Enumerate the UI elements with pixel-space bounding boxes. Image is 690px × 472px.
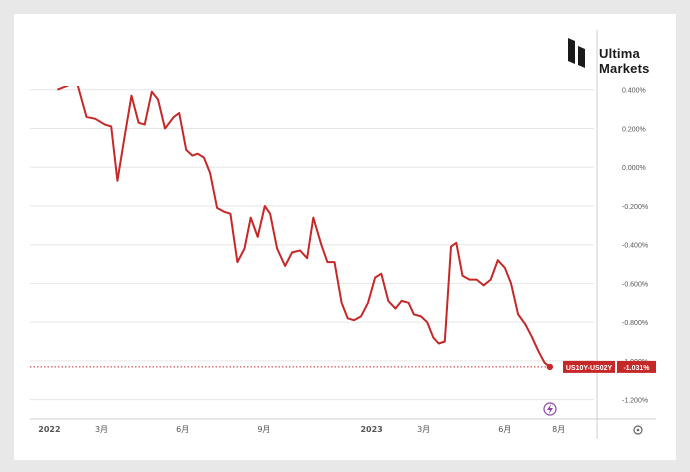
x-tick-label: 6月 <box>498 425 511 434</box>
ultima-markets-logo-icon <box>568 38 585 68</box>
last-value-tag: -1.031% <box>623 365 650 372</box>
y-tick-label: 0.000% <box>622 165 646 172</box>
series-line-us10y-us02y <box>57 86 551 368</box>
x-tick-label: 8月 <box>552 425 565 434</box>
brand-logo: Ultima Markets <box>566 24 676 76</box>
series-name-tag: US10Y-US02Y <box>566 365 613 372</box>
brand-name-line2: Markets <box>599 61 650 76</box>
y-tick-label: 0.400% <box>622 88 646 95</box>
brand-name-line1: Ultima <box>599 46 640 61</box>
lightning-bolt-icon <box>547 404 553 414</box>
y-tick-label: -0.800% <box>622 320 648 327</box>
x-tick-label: 2022 <box>38 425 60 434</box>
settings-gear-center <box>636 428 640 432</box>
x-tick-label: 3月 <box>95 425 108 434</box>
series-name-tag-bg <box>563 360 615 373</box>
y-tick-label: 0.200% <box>622 126 646 133</box>
settings-gear-icon <box>633 425 643 435</box>
chart-frame: Ultima Markets <box>14 14 676 460</box>
y-tick-label: -0.600% <box>622 281 648 288</box>
y-tick-label: -1.200% <box>622 398 648 405</box>
x-tick-label: 3月 <box>417 425 430 434</box>
y-tick-label: -0.400% <box>622 243 648 250</box>
x-tick-label: 6月 <box>176 425 189 434</box>
last-value-marker <box>546 363 554 371</box>
x-tick-label: 9月 <box>257 425 270 434</box>
last-value-tag-bg <box>617 360 656 373</box>
y-tick-label: -0.200% <box>622 204 648 211</box>
x-tick-label: 2023 <box>360 425 382 434</box>
